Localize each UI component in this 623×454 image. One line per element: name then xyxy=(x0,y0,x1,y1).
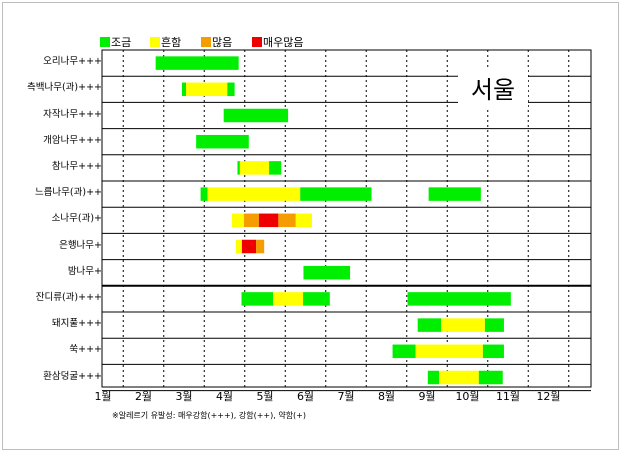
month-tick-label: 8월 xyxy=(377,390,396,403)
bar-segment-moderate xyxy=(295,213,312,228)
chart-frame xyxy=(2,2,619,450)
bar-segment-low xyxy=(200,187,208,201)
plot-border xyxy=(101,49,592,388)
bar-segment-low xyxy=(478,370,503,385)
bar-segment-low xyxy=(241,292,274,306)
legend-label-high: 많음 xyxy=(212,36,233,49)
legend-swatch-very-high xyxy=(252,37,262,47)
month-tick-label: 3월 xyxy=(175,390,193,403)
legend-item-high: 많음 xyxy=(201,36,232,49)
month-tick-label: 2월 xyxy=(134,390,153,403)
bar-segment-low xyxy=(392,344,416,359)
month-tick-label: 4월 xyxy=(215,390,234,403)
row-label: 쑥+++ xyxy=(69,344,102,356)
bar-segment-low xyxy=(269,161,282,175)
legend-swatch-moderate xyxy=(150,37,160,47)
legend-item-low: 조금 xyxy=(100,36,131,49)
row-label: 측백나무(과)+++ xyxy=(27,82,102,94)
bar-segment-low xyxy=(428,187,481,201)
legend-swatch-low xyxy=(100,37,110,47)
row-label: 개암나무+++ xyxy=(43,134,102,146)
legend-label-moderate: 흔함 xyxy=(161,36,182,49)
month-tick-label: 10월 xyxy=(455,390,480,403)
row-label: 잔디류(과)+++ xyxy=(35,291,102,303)
bar-segment-moderate xyxy=(441,318,485,332)
month-tick-label: 1월 xyxy=(94,390,112,403)
bar-segment-low xyxy=(196,134,249,149)
bar-segment-low xyxy=(155,56,239,70)
footnote: ※알레르기 유발성: 매우강함(+++), 강함(++), 약함(+) xyxy=(112,411,307,420)
region-label: 서울 xyxy=(458,70,528,110)
bar-segment-low xyxy=(227,82,235,97)
month-tick-label: 12월 xyxy=(536,390,561,403)
legend-item-moderate: 흔함 xyxy=(150,36,181,49)
bar-segment-high xyxy=(243,213,259,228)
row-label: 돼지풀+++ xyxy=(51,318,102,330)
row-label: 오리나무+++ xyxy=(43,56,102,68)
bar-segment-low xyxy=(300,187,372,201)
bar-segment-low xyxy=(223,108,289,123)
row-label: 밤나무+ xyxy=(67,265,102,277)
bar-segment-moderate xyxy=(415,344,483,359)
legend-label-very-high: 매우많음 xyxy=(263,36,304,49)
bar-segment-moderate xyxy=(186,82,228,97)
bar-segment-low xyxy=(407,292,511,306)
row-label: 느릅나무(과)++ xyxy=(34,187,102,199)
month-tick-label: 6월 xyxy=(296,390,315,403)
bar-segment-low xyxy=(181,82,187,97)
month-tick-label: 7월 xyxy=(337,390,355,403)
month-tick-label: 5월 xyxy=(256,390,274,403)
bar-segment-moderate xyxy=(273,292,304,306)
bar-segment-moderate xyxy=(235,239,242,254)
bar-segment-very-high xyxy=(258,213,279,228)
bar-segment-moderate xyxy=(207,187,301,201)
bar-segment-low xyxy=(237,161,240,175)
row-label: 소나무(과)+ xyxy=(51,213,102,225)
legend-item-very-high: 매우많음 xyxy=(252,36,303,49)
bar-segment-moderate xyxy=(239,161,270,175)
row-label: 은행나무+ xyxy=(59,239,102,251)
row-label: 자작나무+++ xyxy=(43,108,102,120)
bar-segment-low xyxy=(303,292,330,306)
bar-segment-moderate xyxy=(439,370,479,385)
bar-segment-low xyxy=(482,344,504,359)
bar-segment-low xyxy=(427,370,440,385)
row-label: 환삼덩굴+++ xyxy=(43,370,102,382)
bar-segment-very-high xyxy=(241,239,257,254)
bar-segment-low xyxy=(484,318,504,332)
legend-swatch-high xyxy=(201,37,211,47)
bar-segment-moderate xyxy=(231,213,244,228)
row-label: 참나무+++ xyxy=(51,160,102,172)
legend-label-low: 조금 xyxy=(111,36,132,49)
month-tick-label: 9월 xyxy=(418,390,436,403)
month-tick-label: 11월 xyxy=(495,390,521,403)
bar-segment-low xyxy=(303,265,351,280)
bar-segment-high xyxy=(278,213,296,228)
bar-segment-low xyxy=(417,318,442,332)
bar-segment-high xyxy=(256,239,265,254)
